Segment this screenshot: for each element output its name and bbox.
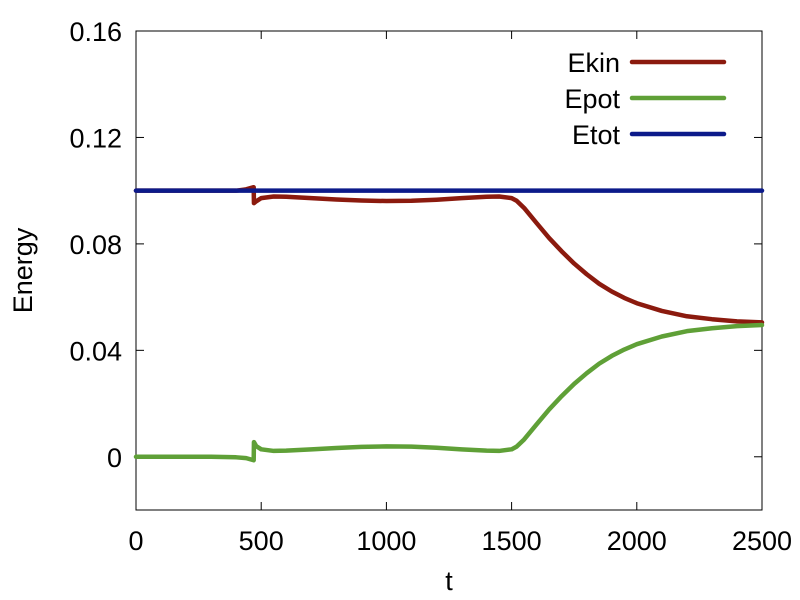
- x-tick-label: 500: [239, 526, 284, 556]
- y-tick-label: 0.04: [69, 336, 122, 366]
- axis-tick-labels: 0 500 1000 1500 2000 2500 0 0.04 0.08 0.12 0.16: [69, 17, 792, 556]
- x-tick-label: 1500: [482, 526, 542, 556]
- x-tick-label: 1000: [356, 526, 416, 556]
- y-tick-label: 0: [107, 443, 122, 473]
- x-tick-label: 2500: [732, 526, 792, 556]
- series-lines: [133, 184, 765, 463]
- y-tick-label: 0.16: [69, 17, 122, 47]
- series-line-epot: [133, 322, 765, 463]
- axis-ticks: [135, 30, 763, 510]
- x-axis-label: t: [445, 566, 453, 596]
- x-tick-label: 2000: [607, 526, 667, 556]
- legend-label-ekin: Ekin: [567, 48, 620, 78]
- legend: Ekin Epot Etot: [564, 48, 727, 150]
- x-tick-label: 0: [128, 526, 143, 556]
- y-tick-label: 0.12: [69, 123, 122, 153]
- y-axis-label: Energy: [8, 227, 38, 313]
- y-tick-label: 0.08: [69, 230, 122, 260]
- series-line-ekin: [133, 184, 765, 325]
- legend-label-etot: Etot: [572, 120, 621, 150]
- plot-frame: [135, 30, 763, 511]
- legend-label-epot: Epot: [564, 84, 620, 114]
